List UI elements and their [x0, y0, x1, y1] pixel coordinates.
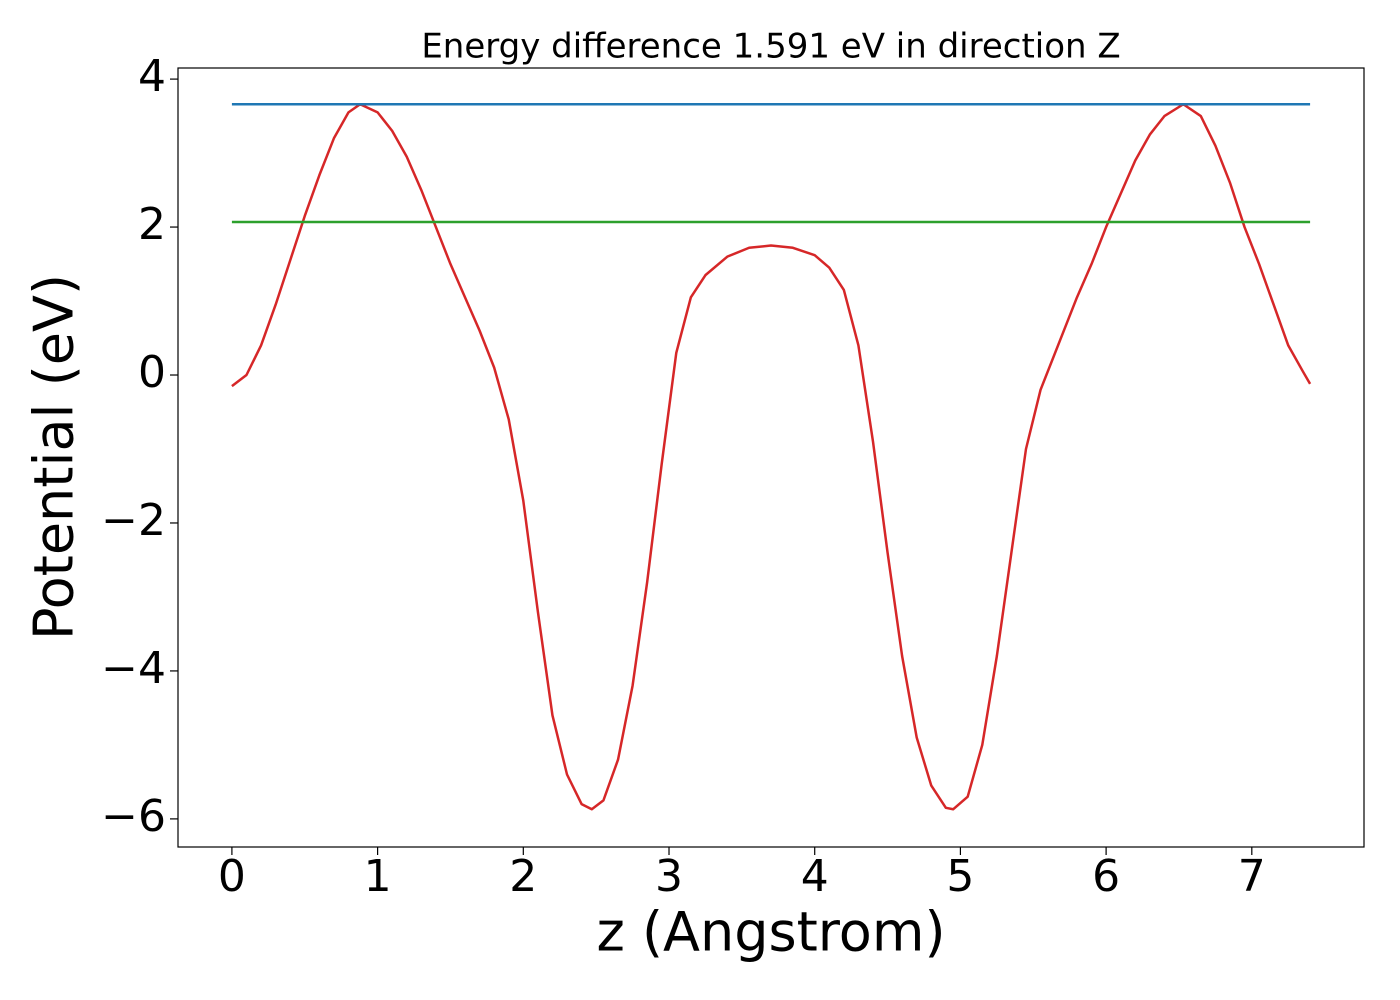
- y-tick-label: −4: [101, 643, 166, 694]
- x-tick-label: 4: [801, 851, 829, 902]
- x-tick-label: 3: [655, 851, 683, 902]
- y-tick-label: −2: [101, 495, 166, 546]
- x-axis-label: z (Angstrom): [596, 901, 945, 964]
- y-tick-label: 4: [138, 51, 166, 102]
- y-tick-label: 0: [138, 347, 166, 398]
- y-tick-label: −6: [101, 791, 166, 842]
- data-line: [231, 103, 1312, 811]
- chart-title: Energy difference 1.591 eV in direction …: [421, 27, 1120, 67]
- x-tick-label: 1: [364, 851, 392, 902]
- x-tick-label: 7: [1238, 851, 1266, 902]
- x-tick-label: 6: [1092, 851, 1120, 902]
- y-axis-label: Potential (eV): [23, 274, 86, 640]
- x-tick-label: 2: [509, 851, 537, 902]
- x-tick-label: 5: [946, 851, 974, 902]
- y-tick-label: 2: [138, 199, 166, 250]
- x-tick-label: 0: [218, 851, 246, 902]
- plot-frame: [177, 67, 1365, 848]
